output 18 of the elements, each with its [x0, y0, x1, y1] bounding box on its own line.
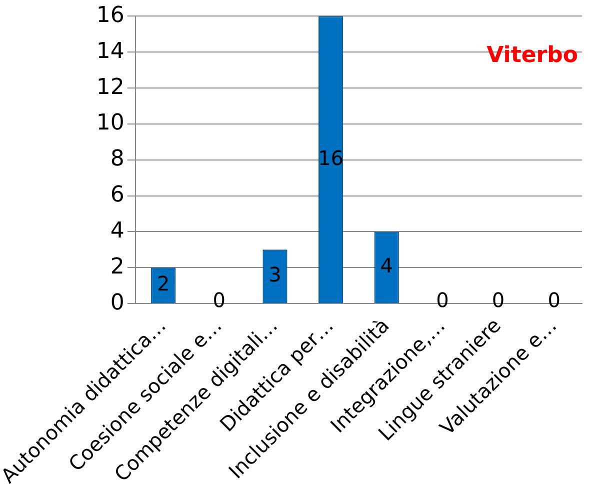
- data-label: 0: [436, 288, 449, 312]
- data-label: 0: [492, 288, 505, 312]
- y-tick-label: 4: [110, 218, 124, 244]
- text: Viterbo: [486, 42, 578, 68]
- data-label: 0: [212, 288, 226, 312]
- data-label: 2: [156, 272, 170, 296]
- y-tick-label: 10: [96, 110, 124, 136]
- y-tick-label: 8: [110, 146, 124, 172]
- data-label: 4: [380, 254, 393, 278]
- y-tick-label: 14: [96, 38, 124, 64]
- y-tick-label: 6: [110, 182, 124, 208]
- data-label: 0: [548, 288, 560, 312]
- data-label: 3: [268, 262, 282, 287]
- y-tick-label: 2: [110, 254, 124, 280]
- y-tick-label: 12: [96, 74, 124, 100]
- y-tick-label: 16: [96, 2, 124, 28]
- data-label: 16: [318, 146, 344, 170]
- y-tick-label: 0: [110, 290, 124, 316]
